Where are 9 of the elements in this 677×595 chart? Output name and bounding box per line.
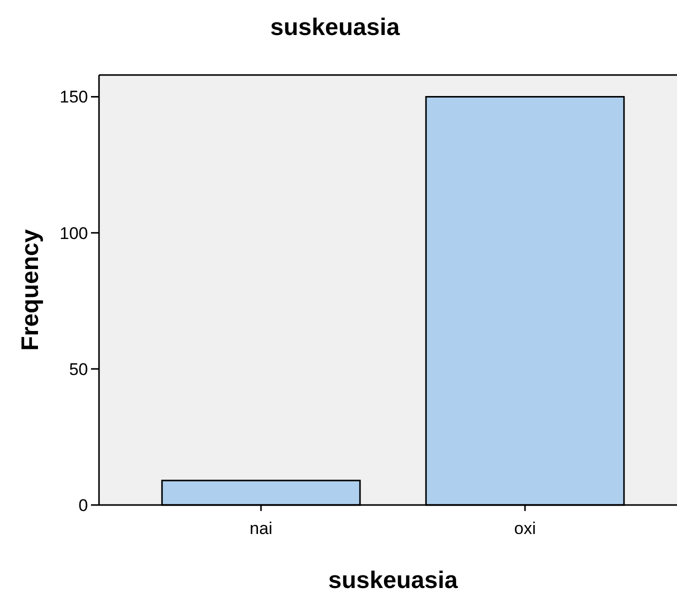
y-tick-label: 100	[60, 224, 88, 243]
x-axis-title: suskeuasia	[328, 567, 458, 594]
chart-title: suskeuasia	[270, 14, 400, 41]
x-tick-label: oxi	[514, 519, 536, 538]
y-tick-label: 150	[60, 88, 88, 107]
x-tick-label: nai	[250, 519, 272, 538]
y-tick-label: 50	[69, 360, 88, 379]
y-tick-label: 0	[78, 496, 88, 515]
y-axis-title: Frequency	[17, 228, 44, 351]
